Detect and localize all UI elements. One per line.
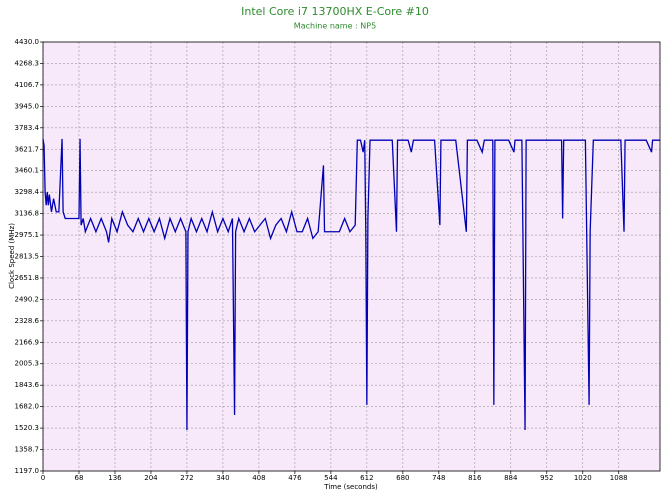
y-tick-label: 2813.5 [15,253,40,261]
chart-title: Intel Core i7 13700HX E-Core #10 [241,5,429,18]
y-tick-label: 3945.0 [15,102,40,110]
y-tick-label: 3460.1 [15,167,40,175]
y-tick-label: 2328.6 [15,317,40,325]
y-tick-label: 1682.0 [15,403,40,411]
data-line [42,138,660,431]
y-tick-label: 2975.1 [15,231,40,239]
x-tick-label: 748 [432,474,445,482]
x-axis-label: Time (seconds) [323,483,378,491]
y-tick-label: 2651.8 [15,274,40,282]
y-tick-label: 3621.7 [15,145,40,153]
chart-subtitle: Machine name : NP5 [294,22,376,31]
x-tick-label: 204 [144,474,158,482]
x-tick-label: 1020 [574,474,592,482]
plot-border [42,41,661,472]
x-tick-label: 544 [324,474,338,482]
y-tick-label: 2490.2 [15,295,40,303]
x-tick-label: 408 [252,474,265,482]
y-tick-label: 4268.3 [15,59,40,67]
x-tick-label: 136 [108,474,122,482]
y-tick-label: 4106.7 [15,81,40,89]
x-tick-label: 680 [396,474,409,482]
x-tick-label: 816 [468,474,482,482]
x-tick-label: 612 [360,474,373,482]
x-tick-label: 0 [41,474,45,482]
x-tick-label: 272 [180,474,193,482]
y-tick-label: 1358.7 [15,446,40,454]
y-tick-label: 3783.4 [15,124,40,132]
x-tick-label: 1088 [610,474,628,482]
y-tick-label: 4430.0 [15,38,40,46]
y-tick-label: 1197.0 [15,467,40,475]
x-tick-label: 476 [288,474,302,482]
y-tick-label: 2005.3 [15,360,40,368]
y-tick-label: 3136.8 [15,210,40,218]
y-tick-label: 1843.6 [15,381,40,389]
y-tick-label: 2166.9 [15,338,40,346]
y-axis-label: Clock Speed (MHz) [8,223,16,289]
x-tick-label: 884 [504,474,518,482]
x-tick-label: 68 [75,474,84,482]
x-tick-label: 340 [216,474,229,482]
y-tick-label: 3298.4 [15,188,40,196]
x-tick-label: 952 [540,474,553,482]
y-tick-label: 1520.3 [15,424,40,432]
